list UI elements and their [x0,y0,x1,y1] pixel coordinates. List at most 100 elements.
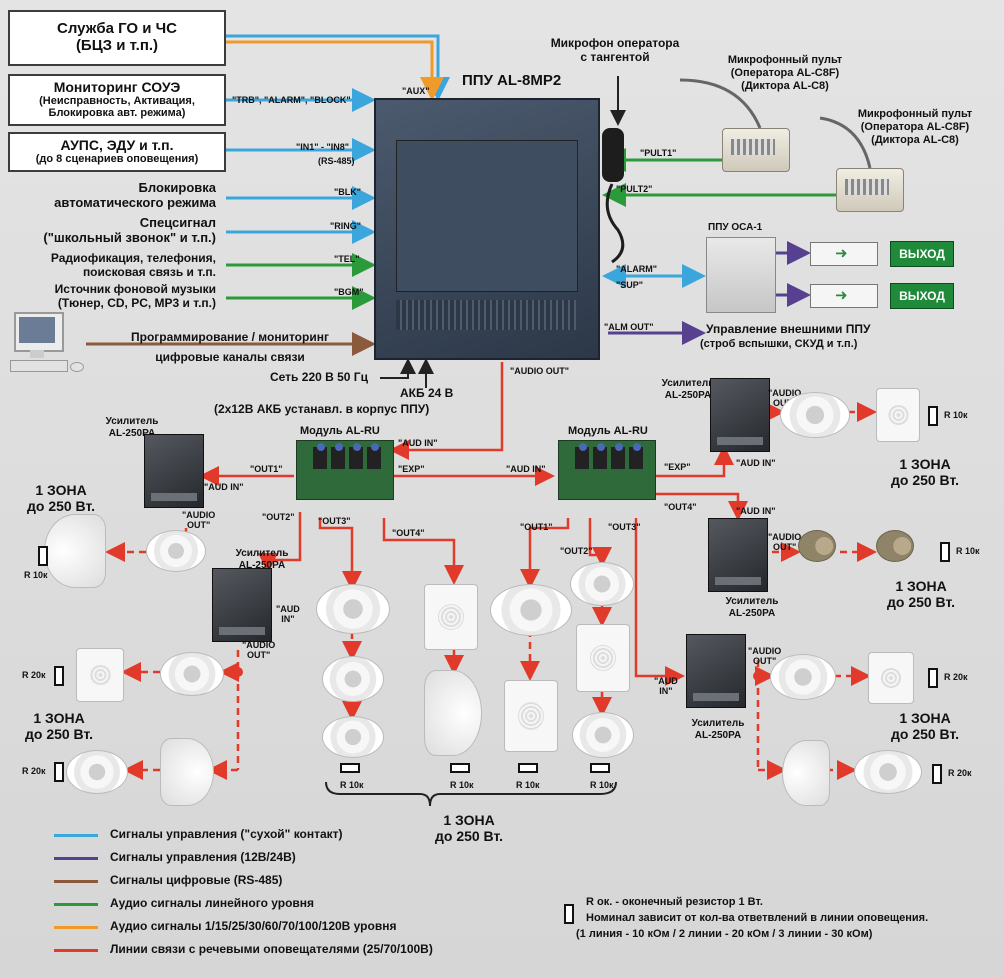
ceiling-speaker-10 [780,392,850,438]
resistor-icon-10 [928,668,938,688]
source-blk-line1: Блокировка [138,180,216,195]
console-1-line1: Микрофонный пульт [727,54,843,66]
zone-6-line1: 1 ЗОНА [899,710,951,726]
signal-pult1: "PULT1" [640,148,677,158]
signal-out1-left: "OUT1" [250,464,283,474]
mic-label-line2: с тангентой [580,50,650,64]
zone-1-line2: до 250 Вт. [26,498,96,514]
box-speaker-4 [504,680,558,752]
amp-1-line2: AL-250PA [108,428,156,439]
resistor-icon-11 [932,764,942,784]
note-resistor-icon [564,904,574,924]
module-right-title: Модуль AL-RU [568,425,648,437]
console-2-label: Микрофонный пульт (Оператора AL-C8F) (Ди… [830,108,1000,147]
signal-aud-in-left: "AUD IN" [398,438,438,448]
wire-aux [226,34,450,101]
signal-amp3-aud-in: "AUD IN" [736,458,776,468]
amplifier-5 [686,634,746,708]
legend-swatch-2 [54,880,98,883]
zone-4-line2: до 250 Вт. [890,472,960,488]
resistor-icon-4 [340,763,360,773]
osa-title: ППУ ОСА-1 [708,222,763,233]
signal-amp5-audio-out: "AUDIO OUT" [748,646,782,666]
source-aups-subtitle: (до 8 сценариев оповещения) [35,153,199,165]
ppu-grill [396,300,576,330]
signal-out1-right: "OUT1" [520,522,553,532]
amp-4-line1: Усилитель [725,596,779,607]
amp-label-5: Усилитель AL-250PA [668,718,768,742]
box-speaker-2 [424,584,478,650]
signal-sup: "SUP" [616,280,644,290]
power-label: Сеть 220 В 50 Гц [270,370,368,384]
wall-speaker-1 [44,514,106,588]
external-control-subtitle: (строб вспышки, СКУД и т.п.) [700,338,858,350]
mic-console-1 [722,128,790,172]
legend-label-4: Аудио сигналы 1/15/25/30/60/70/100/120В … [110,919,397,933]
resistor-label-10: R 20к [944,672,968,682]
signal-trb: "TRB", "ALARM", "BLOCK" [232,95,351,105]
zone-label-6: 1 ЗОНА до 250 Вт. [870,710,980,742]
signal-amp5-aud-in: "AUD IN" [654,676,678,696]
source-ring-line1: Спецсигнал [139,215,216,230]
legend-swatch-3 [54,903,98,906]
source-bgm: Источник фоновой музыки (Тюнер, CD, PC, … [0,282,216,310]
source-ring-line2: ("школьный звонок" и т.п.) [43,230,216,245]
zone-label-3: 1 ЗОНА до 250 Вт. [414,812,524,844]
wall-speaker-3 [424,670,482,756]
source-go-chs-subtitle: (БЦЗ и т.п.) [75,37,159,54]
box-speaker-6 [868,652,914,704]
zone-label-5: 1 ЗОНА до 250 Вт. [866,578,976,610]
signal-amp4-audio-out: "AUDIO OUT" [768,532,802,552]
battery-note: (2х12В АКБ устанавл. в корпус ППУ) [214,402,430,416]
mic-label: Микрофон оператора с тангентой [530,36,700,64]
exit-sign-icon-2 [810,284,878,308]
signal-rs485: (RS-485) [318,156,355,166]
amplifier-3 [710,378,770,452]
box-speaker-5 [876,388,920,442]
source-blk: Блокировка автоматического режима [8,180,216,210]
signal-exp-left: "EXP" [398,464,425,474]
amp-label-1: Усилитель AL-250PA [82,416,182,440]
resistor-icon-7 [590,763,610,773]
signal-pult2: "PULT2" [616,184,653,194]
resistor-label-5: R 10к [450,780,474,790]
signal-out2-right: "OUT2" [560,546,593,556]
note-line1: R ок. - оконечный резистор 1 Вт. [586,896,763,908]
source-go-chs-title: Служба ГО и ЧС [57,20,177,37]
source-tel-line1: Радиофикация, телефония, [50,251,216,265]
horn-speaker-1 [798,530,836,562]
legend-label-2: Сигналы цифровые (RS-485) [110,873,283,887]
amplifier-2 [212,568,272,642]
source-tel: Радиофикация, телефония, поисковая связь… [8,251,216,279]
ceiling-speaker-7 [490,584,572,636]
legend-label-5: Линии связи с речевыми оповещателями (25… [110,942,433,956]
prog-label-line1: Программирование / мониторинг [131,330,329,344]
signal-out2-left: "OUT2" [262,512,295,522]
zone-2-line2: до 250 Вт. [24,726,94,742]
source-aups: АУПС, ЭДУ и т.п. (до 8 сценариев оповеще… [8,132,226,172]
signal-ring: "RING" [330,221,362,231]
console-2-line2: (Оператора AL-C8F) [860,121,970,133]
signal-bgm: "BGM" [334,287,364,297]
prog-label-line2: цифровые каналы связи [155,350,305,364]
resistor-icon-9 [940,542,950,562]
resistor-label-7: R 10к [590,780,614,790]
zone-4-line1: 1 ЗОНА [899,456,951,472]
console-1-line2: (Оператора AL-C8F) [730,67,840,79]
source-bgm-line1: Источник фоновой музыки [54,282,216,296]
resistor-label-3: R 20к [22,766,46,776]
resistor-icon-8 [928,406,938,426]
signal-amp2-audio-out: "AUDIO OUT" [242,640,276,660]
legend-label-1: Сигналы управления (12В/24В) [110,850,296,864]
ceiling-speaker-6 [322,716,384,758]
ppu-front-panel [396,140,578,292]
source-ring: Спецсигнал ("школьный звонок" и т.п.) [8,215,216,245]
module-left-title: Модуль AL-RU [300,425,380,437]
resistor-icon-5 [450,763,470,773]
mic-label-line1: Микрофон оператора [550,36,680,50]
zone-3-line2: до 250 Вт. [434,828,504,844]
resistor-icon-2 [54,666,64,686]
horn-speaker-2 [876,530,914,562]
source-soue-line2: (Неисправность, Активация, [39,95,195,107]
zone-label-4: 1 ЗОНА до 250 Вт. [870,456,980,488]
